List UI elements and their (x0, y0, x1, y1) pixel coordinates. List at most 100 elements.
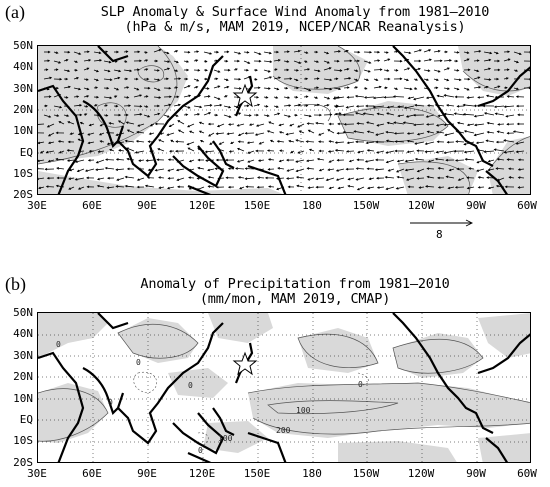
wind-vector (38, 159, 45, 162)
lat-label: 50N (13, 306, 33, 319)
wind-vector (153, 78, 160, 81)
wind-vector (53, 60, 61, 64)
wind-vector-head (443, 123, 447, 127)
wind-vector (507, 95, 515, 98)
lon-label: 120W (407, 199, 435, 212)
wind-vector-head (407, 185, 411, 189)
wind-vector-head (364, 87, 368, 90)
wind-vector-head (144, 184, 148, 188)
wind-vector-head (176, 95, 180, 99)
wind-vector (273, 113, 280, 116)
wind-vector (277, 140, 285, 143)
wind-vector-head (335, 77, 339, 81)
wind-vector-head (96, 184, 100, 188)
wind-vector-head (256, 95, 260, 99)
wind-vector (328, 150, 335, 153)
wind-vector-head (385, 139, 389, 143)
wind-vector-head (204, 60, 208, 63)
wind-vector (203, 95, 210, 98)
wind-vector-head (95, 160, 99, 164)
wind-vector-head (416, 132, 420, 136)
wind-vector-head (289, 123, 293, 127)
wind-vector-head (166, 133, 170, 136)
wind-vector-head (99, 123, 103, 127)
wind-vector-head (38, 177, 39, 181)
wind-vector (386, 186, 395, 190)
wind-vector-head (445, 158, 449, 162)
wind-vector (273, 77, 281, 80)
wind-vector-head (406, 132, 410, 135)
wind-vector (83, 59, 91, 62)
wind-vector-head (515, 142, 519, 145)
wind-vector-head (355, 86, 359, 89)
wind-vector (238, 176, 245, 179)
wind-vector (107, 186, 115, 189)
wind-vector-head (96, 177, 100, 181)
wind-vector-head (125, 121, 129, 124)
wind-vector-head (286, 60, 290, 63)
wind-vector-head (379, 68, 383, 71)
wind-vector-head (188, 94, 192, 98)
wind-vector-head (289, 77, 293, 81)
wind-vector (484, 112, 495, 116)
wind-vector-head (66, 149, 70, 152)
wind-vector-head (175, 50, 179, 53)
wind-vector (367, 186, 375, 189)
wind-vector-head (503, 150, 507, 154)
wind-vector (213, 69, 220, 73)
wind-vector-head (227, 68, 231, 72)
wind-vector-head (414, 142, 418, 145)
wind-vector-head (476, 69, 480, 73)
wind-vector (363, 113, 375, 116)
wind-vector-head (107, 69, 111, 73)
wind-vector-head (295, 113, 298, 117)
lon-label: 90E (137, 467, 157, 480)
panel-b-letter: (b) (5, 274, 26, 294)
wind-vector-head (124, 60, 128, 63)
wind-vector-head (517, 176, 521, 179)
wind-vector-head (178, 77, 182, 81)
wind-vector (243, 60, 250, 64)
wind-vector-head (395, 187, 399, 190)
wind-vector (427, 176, 435, 179)
wind-vector-head (47, 59, 51, 63)
wind-vector-head (227, 167, 231, 170)
wind-vector (153, 113, 160, 116)
wind-vector-head (65, 96, 69, 99)
wind-vector (414, 104, 425, 107)
wind-vector-head (529, 60, 530, 61)
panel-b-title-line2: (mm/mon, MAM 2019, CMAP) (199, 291, 391, 307)
wind-vector-head (425, 185, 428, 188)
wind-vector-head (397, 105, 401, 108)
wind-vector (183, 85, 191, 89)
wind-vector-head (367, 186, 370, 190)
wind-vector-head (106, 86, 110, 90)
wind-vector-head (434, 157, 438, 161)
wind-vector-head (129, 69, 133, 73)
wind-vector-head (329, 78, 333, 82)
wind-vector-head (114, 95, 118, 98)
wind-vector-head (345, 49, 349, 53)
wind-vector-head (376, 186, 380, 189)
wind-vector-head (396, 175, 400, 179)
wind-vector-head (355, 140, 358, 144)
wind-vector-head (508, 176, 512, 179)
wind-vector (443, 59, 452, 62)
wind-vector-head (515, 69, 519, 72)
wind-vector-head (488, 58, 492, 62)
wind-vector-head (124, 139, 128, 143)
panel-b-map: 0 0 0 0 100 200 100 0 0 (37, 312, 531, 463)
wind-vector-head (487, 186, 491, 190)
wind-vector-head (406, 178, 409, 181)
wind-vector-head (319, 113, 322, 117)
wind-vector-head (355, 105, 359, 108)
wind-vector-head (266, 149, 270, 152)
wind-vector-head (503, 105, 507, 108)
wind-vector-head (47, 159, 51, 163)
wind-vector (357, 186, 365, 191)
lon-label: 60W (517, 199, 537, 212)
wind-vector-head (225, 176, 229, 180)
wind-vector-head (305, 77, 309, 81)
wind-vector-head (215, 113, 219, 117)
wind-vector-head (158, 48, 162, 52)
